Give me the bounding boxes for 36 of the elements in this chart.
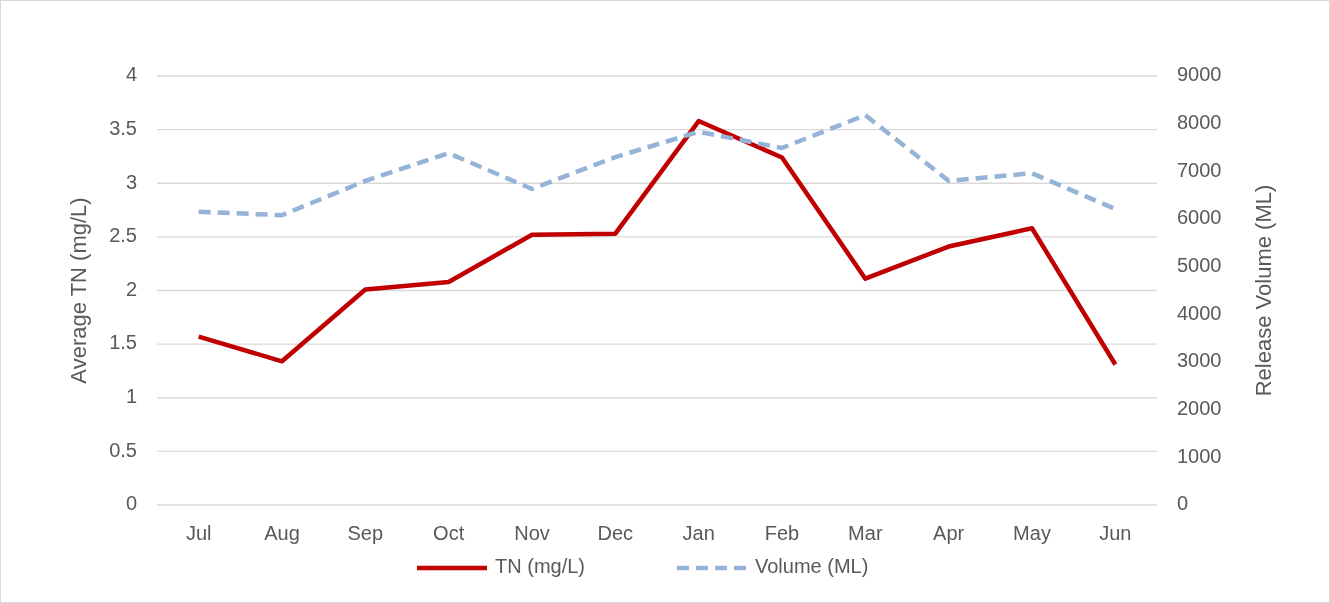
y-tick-label: 3 [125,170,137,193]
x-tick-label: Feb [764,522,800,545]
y2-tick-label: 9000 [1177,63,1222,86]
x-tick-label: Apr [933,522,965,545]
y2-tick-label: 8000 [1177,110,1222,133]
y-tick-label: 1.5 [109,331,137,354]
y2-tick-label: 4000 [1177,301,1222,324]
y-tick-label: 2.5 [109,224,137,247]
y2-tick-label: 6000 [1177,206,1222,229]
y2-tick-label: 1000 [1177,444,1222,467]
x-tick-label: Jun [1099,522,1132,545]
legend-label: TN (mg/L) [495,555,585,578]
y2-tick-label: 7000 [1177,158,1222,181]
y-tick-label: 3.5 [109,116,137,139]
y-tick-label: 0 [125,492,137,515]
x-tick-label: Aug [264,522,300,545]
y2-tick-label: 2000 [1177,396,1222,419]
y2-tick-label: 0 [1177,492,1189,515]
y-tick-label: 2 [125,277,137,300]
x-tick-label: May [1013,522,1051,545]
x-tick-label: Jan [682,522,715,545]
x-tick-label: Mar [848,522,883,545]
y2-axis-title: Release Volume (ML) [1250,184,1276,397]
y-tick-label: 1 [125,385,137,408]
x-tick-label: Jul [185,522,212,545]
x-tick-label: Dec [597,522,634,545]
y2-tick-label: 5000 [1177,253,1222,276]
y2-tick-label: 3000 [1177,349,1222,372]
y-tick-label: 0.5 [109,438,137,461]
x-tick-label: Oct [433,522,465,545]
line-series [196,118,1118,367]
y-tick-label: 4 [125,63,137,86]
x-tick-label: Sep [347,522,384,545]
legend-label: Volume (ML) [755,555,869,578]
y-axis-title: Average TN (mg/L) [65,197,91,384]
x-tick-label: Nov [514,522,550,545]
